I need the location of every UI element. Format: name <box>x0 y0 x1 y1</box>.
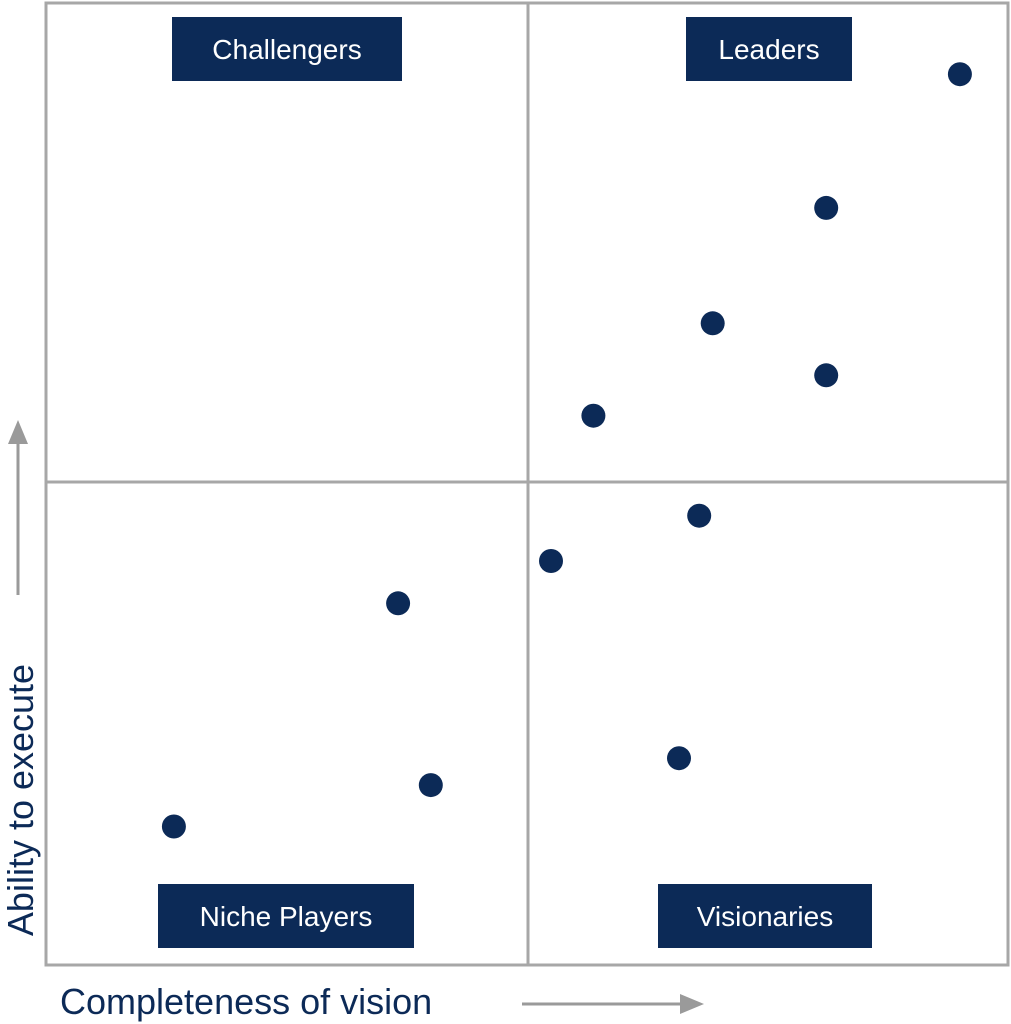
data-point-10 <box>418 773 443 798</box>
y-axis-arrow-head <box>8 420 28 444</box>
data-point-6 <box>687 503 712 528</box>
niche-players-label-box <box>158 884 414 948</box>
leaders-label-box <box>686 17 852 81</box>
leaders-label: Leaders <box>718 34 819 65</box>
data-point-3 <box>700 311 725 336</box>
data-point-4 <box>814 363 839 388</box>
quadrant-label-challengers: Challengers <box>172 17 402 81</box>
data-point-1 <box>947 62 972 87</box>
quadrant-label-visionaries: Visionaries <box>658 884 872 948</box>
visionaries-label-box <box>658 884 872 948</box>
data-point-5 <box>581 403 606 428</box>
y-axis-label: Ability to execute <box>0 664 41 936</box>
x-axis-label: Completeness of vision <box>60 981 432 1022</box>
data-point-2 <box>814 195 839 220</box>
challengers-label: Challengers <box>212 34 361 65</box>
data-point-11 <box>161 814 186 839</box>
data-points <box>161 62 972 839</box>
quadrant-label-leaders: Leaders <box>686 17 852 81</box>
data-point-7 <box>539 549 563 573</box>
challengers-label-box <box>172 17 402 81</box>
data-point-9 <box>667 746 691 771</box>
visionaries-label: Visionaries <box>697 901 833 932</box>
niche-players-label: Niche Players <box>200 901 373 932</box>
y-axis-arrow <box>8 420 28 595</box>
quadrant-label-niche-players: Niche Players <box>158 884 414 948</box>
x-axis-arrow-head <box>680 994 704 1014</box>
data-point-8 <box>386 591 411 616</box>
x-axis-arrow <box>522 994 704 1014</box>
